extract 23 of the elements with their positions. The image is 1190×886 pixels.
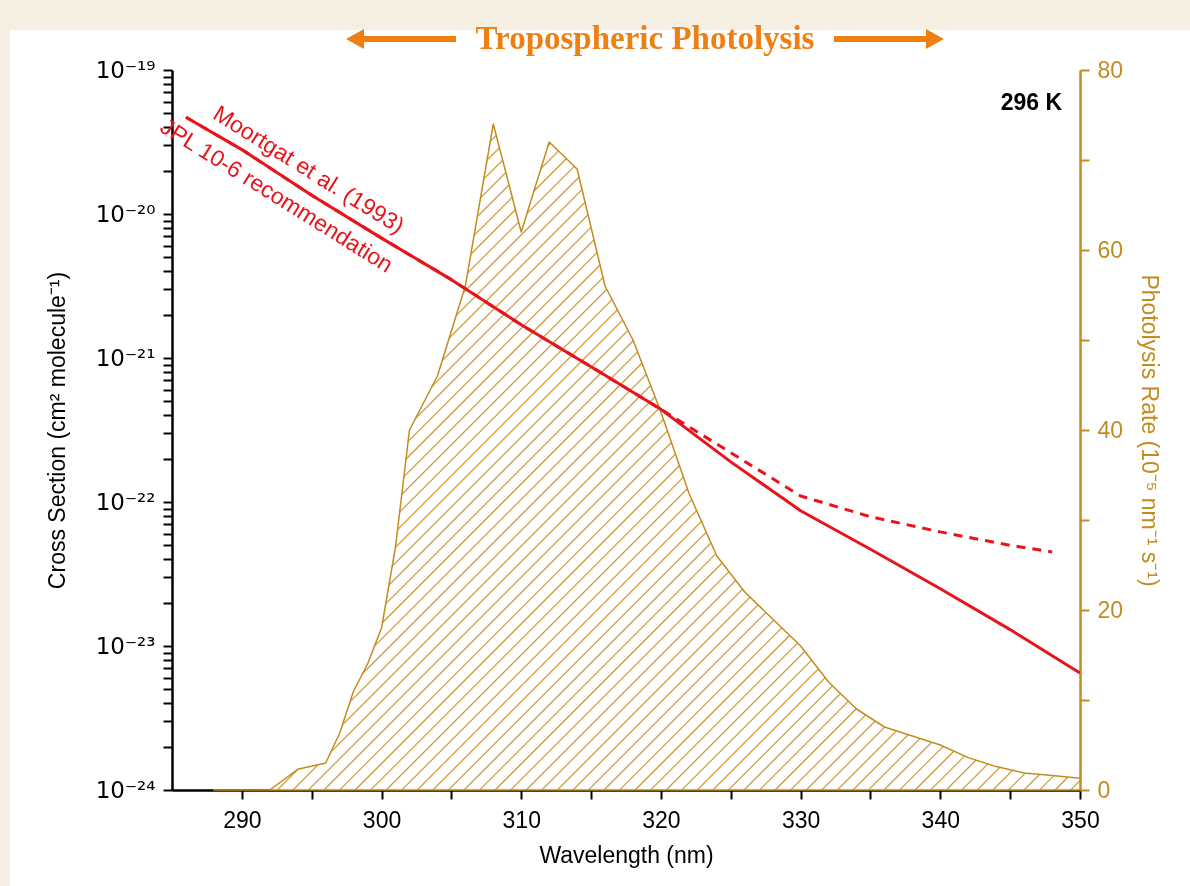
x-tick-label: 320 bbox=[642, 806, 681, 833]
x-tick-label: 330 bbox=[781, 806, 821, 833]
y-tick-label: 10⁻²¹ bbox=[95, 344, 156, 371]
y-axis-title: Cross Section (cm² molecule⁻¹) bbox=[43, 271, 70, 590]
x-tick-label: 300 bbox=[362, 806, 402, 833]
x-tick-label: 290 bbox=[223, 806, 262, 833]
y2-tick-label: 20 bbox=[1097, 596, 1124, 623]
x-axis-title: Wavelength (nm) bbox=[539, 841, 714, 868]
x-tick-label: 310 bbox=[502, 806, 541, 833]
x-tick-label: 350 bbox=[1061, 806, 1100, 833]
text: Tropospheric Photolysis bbox=[475, 20, 815, 57]
y-tick-label: 10⁻²² bbox=[95, 488, 156, 515]
y2-axis-title: Photolysis Rate (10⁻⁵ nm⁻¹ s⁻¹) bbox=[1137, 274, 1164, 587]
y-tick-label: 10⁻²⁴ bbox=[95, 776, 156, 803]
y-tick-label: 10⁻²⁰ bbox=[95, 200, 156, 227]
y2-tick-label: 80 bbox=[1097, 56, 1124, 83]
y-tick-label: 10⁻¹⁹ bbox=[95, 56, 156, 83]
y-tick-label: 10⁻²³ bbox=[95, 632, 156, 659]
x-tick-label: 340 bbox=[921, 806, 960, 833]
y2-tick-label: 40 bbox=[1097, 416, 1124, 443]
annotation: 296 K bbox=[1000, 89, 1063, 115]
y2-tick-label: 60 bbox=[1097, 236, 1124, 263]
y2-tick-label: 0 bbox=[1097, 776, 1111, 803]
